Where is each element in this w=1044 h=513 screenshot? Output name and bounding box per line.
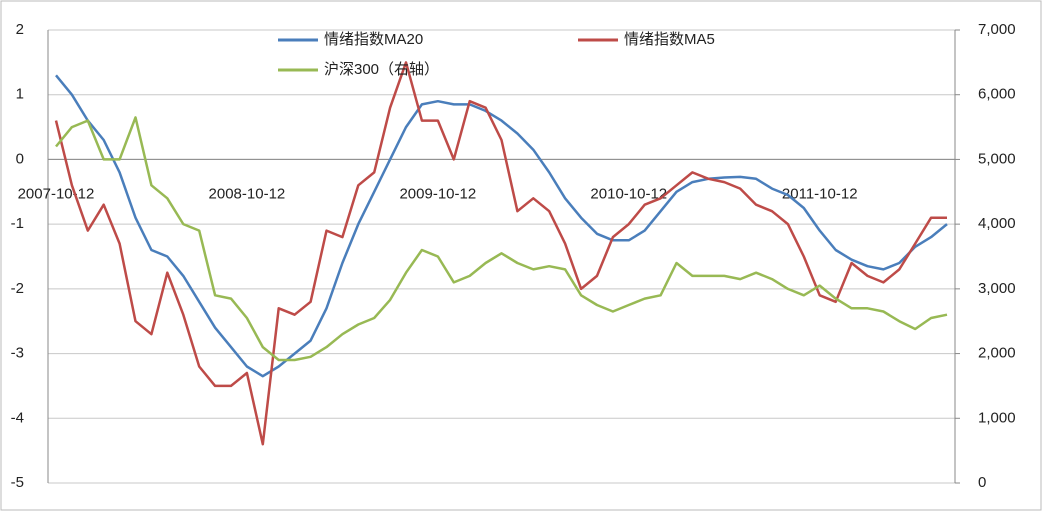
series-line [55,74,948,378]
x-tick-label: 2009-10-12 [399,185,476,202]
x-tick-label: 2007-10-12 [18,185,95,202]
y2-tick-label: 2,000 [978,345,1016,362]
y-tick-label: -3 [11,345,24,362]
y2-tick-label: 7,000 [978,21,1016,38]
y-tick-label: -1 [11,215,24,232]
y-tick-label: -4 [11,409,24,426]
y2-tick-label: 1,000 [978,409,1016,426]
y2-tick-label: 4,000 [978,215,1016,232]
legend-label: 情绪指数MA20 [324,31,423,48]
y-tick-label: 1 [16,86,24,103]
legend-label: 情绪指数MA5 [624,31,715,48]
y2-tick-label: 0 [978,474,986,491]
y-tick-label: 2 [16,21,24,38]
x-tick-label: 2010-10-12 [590,185,667,202]
y2-tick-label: 6,000 [978,86,1016,103]
series-line [55,116,948,362]
legend-label: 沪深300（右轴） [324,61,439,78]
y-tick-label: -5 [11,474,24,491]
series-line [54,61,947,446]
y-tick-label: 0 [16,150,24,167]
x-tick-label: 2008-10-12 [209,185,286,202]
y-tick-label: -2 [11,280,24,297]
x-tick-label: 2011-10-12 [782,185,858,202]
y2-tick-label: 5,000 [978,150,1016,167]
y2-tick-label: 3,000 [978,280,1016,297]
